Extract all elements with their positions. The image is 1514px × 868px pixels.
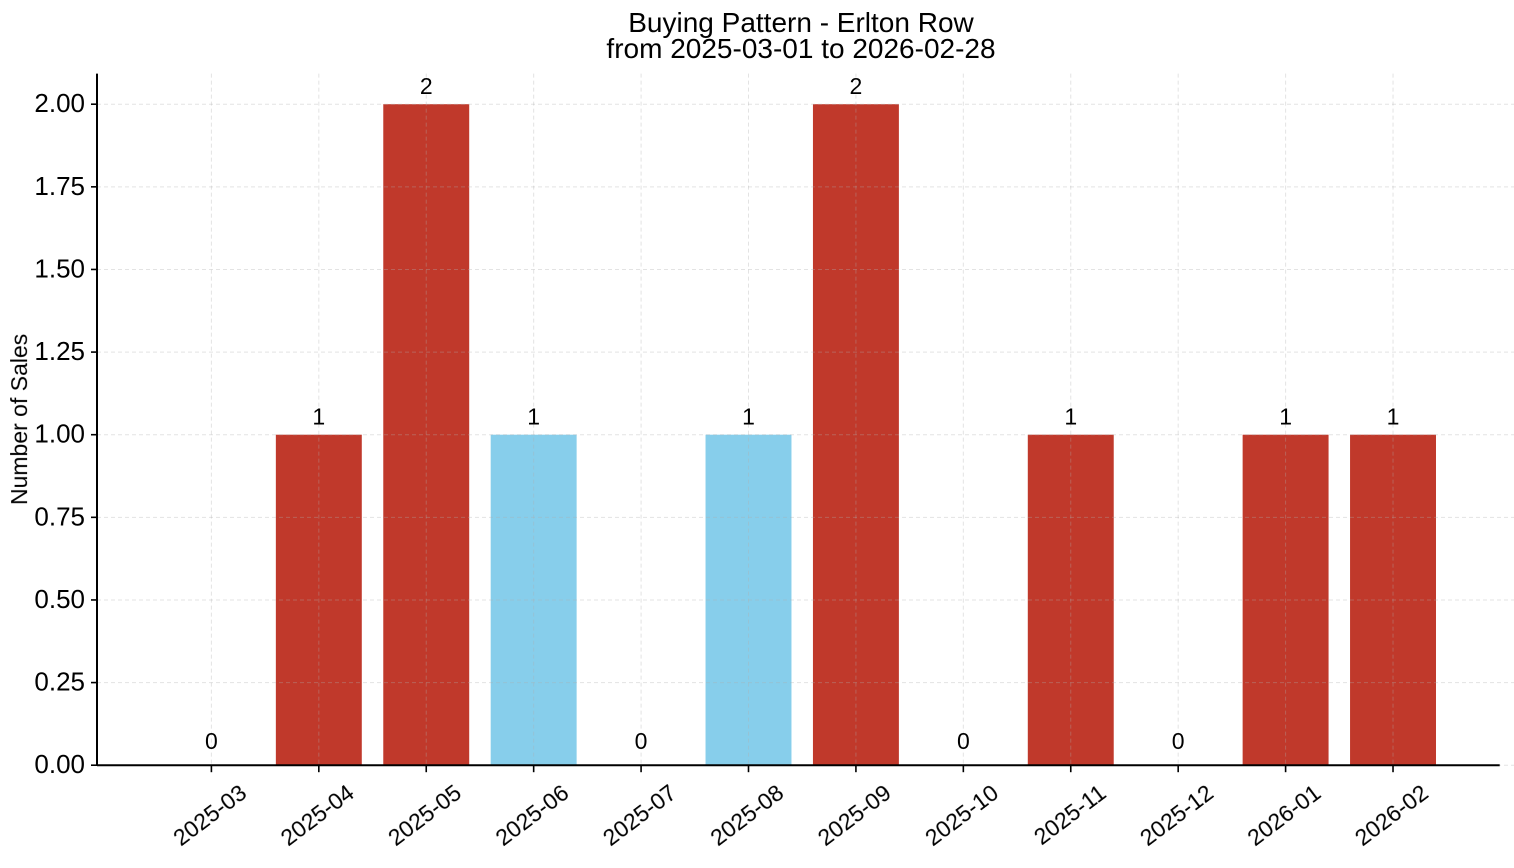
- svg-text:0.75: 0.75: [34, 501, 85, 531]
- svg-text:from 2025-03-01 to 2026-02-28: from 2025-03-01 to 2026-02-28: [606, 33, 995, 64]
- svg-text:2: 2: [420, 73, 433, 99]
- svg-text:1.50: 1.50: [34, 253, 85, 283]
- svg-text:0.25: 0.25: [34, 667, 85, 697]
- svg-text:1.75: 1.75: [34, 171, 85, 201]
- svg-text:0.50: 0.50: [34, 584, 85, 614]
- svg-text:2.00: 2.00: [34, 88, 85, 118]
- svg-text:2: 2: [850, 73, 863, 99]
- svg-text:Number of Sales: Number of Sales: [6, 334, 32, 505]
- svg-text:0: 0: [205, 728, 218, 754]
- svg-text:1: 1: [742, 404, 755, 430]
- svg-text:0: 0: [635, 728, 648, 754]
- svg-text:1.25: 1.25: [34, 336, 85, 366]
- svg-text:1: 1: [1387, 404, 1400, 430]
- svg-text:1: 1: [1279, 404, 1292, 430]
- svg-text:1: 1: [1064, 404, 1077, 430]
- svg-text:0.00: 0.00: [34, 749, 85, 779]
- svg-text:1.00: 1.00: [34, 419, 85, 449]
- svg-text:1: 1: [527, 404, 540, 430]
- svg-text:0: 0: [1172, 728, 1185, 754]
- svg-text:0: 0: [957, 728, 970, 754]
- svg-text:1: 1: [312, 404, 325, 430]
